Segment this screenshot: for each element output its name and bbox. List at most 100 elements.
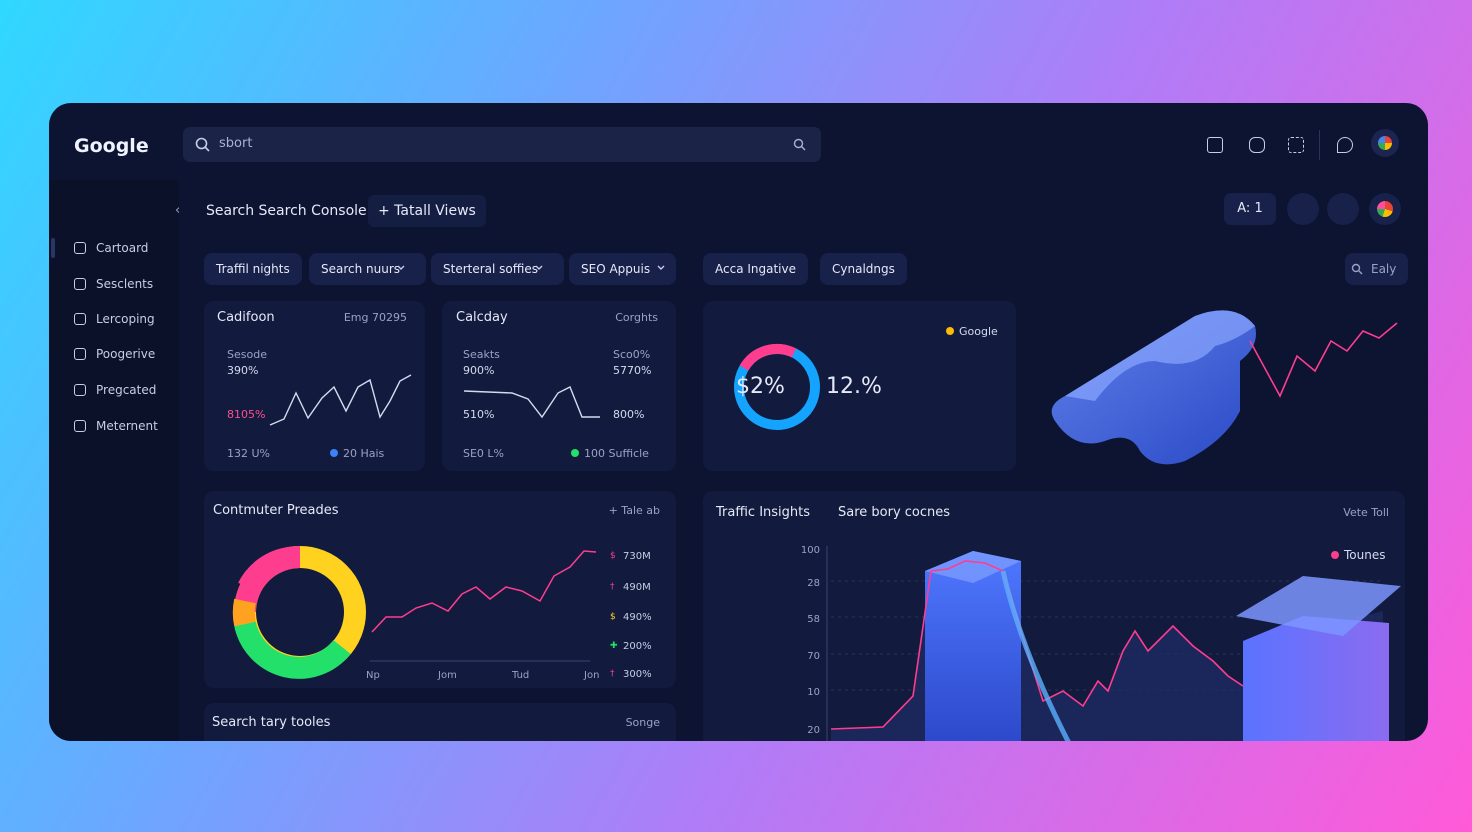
card: Search tary tooles Songe [204,703,676,741]
stat-label: 132 U% [227,447,270,460]
big-stat: $2% [736,374,785,399]
card: Traffic Insights Sare bory cocnes Vete T… [703,491,1405,741]
card-action[interactable]: Vete Toll [1343,506,1389,519]
card-title: Calcday [456,310,508,325]
filter-chip[interactable]: Search nuurs [309,253,427,285]
sidebar [49,180,179,741]
stat-label: Seakts [463,348,500,361]
search-box[interactable]: sbort [183,127,821,162]
stat-value: 900% [463,364,495,377]
search-icon-right[interactable] [793,138,807,152]
divider [1319,130,1320,160]
hero-graphic [1051,310,1398,465]
filter-chip[interactable]: Sterteral soffies [431,253,564,285]
card-action[interactable]: Songe [625,716,660,729]
app-window: Google sbort Cartoard Sesclents Lercoping P… [49,103,1428,741]
sidebar-item[interactable]: Poogerive [96,347,156,361]
y-label: 20 [807,725,820,736]
legend: Google [946,324,998,340]
legend-text: 200% [623,641,652,652]
stat-label: SE0 L% [463,447,505,460]
filter-chip[interactable]: Acca Ingative [703,253,808,285]
legend-text: 490% [623,612,652,623]
stat-value: 510% [463,408,495,421]
sidebar-icon [74,313,86,325]
sparkline [463,386,600,419]
big-stat: 12.% [826,374,882,399]
sidebar-icon [74,384,86,396]
sidebar-icon [74,348,86,360]
sidebar-item[interactable]: Meternent [96,419,158,433]
y-label: 58 [807,614,820,625]
sidebar-item[interactable]: Sesclents [96,277,154,291]
toolbar-avatar[interactable] [1369,193,1401,225]
chevrons [397,263,1363,275]
header-icon[interactable] [1249,137,1265,153]
card-title: Search tary tooles [212,715,331,730]
sidebar-icon [74,278,86,290]
card-title: Traffic Insights [716,505,811,520]
x-label: Tud [512,670,530,681]
active-indicator [51,238,55,258]
stat-value: 800% [613,408,645,421]
stat-label: Sco0% [613,348,651,361]
header-icon[interactable] [1207,137,1223,153]
page-title: Search Search Console [206,203,367,219]
legend-text: 300% [623,669,652,680]
sidebar-item[interactable]: Pregcated [96,383,157,397]
y-label: 100 [800,545,820,556]
svg-text:†: † [610,582,615,592]
avatar[interactable] [1371,129,1399,157]
card-title: Contmuter Preades [213,503,339,518]
svg-text:$: $ [610,551,616,561]
sparkline [269,374,412,426]
filter-chip[interactable]: Ealy [1345,253,1409,285]
badge-button[interactable]: A: 1 [1224,193,1276,225]
filter-chip[interactable]: Cynaldngs [820,253,907,285]
card-subtitle: Sare bory cocnes [838,505,951,520]
svg-text:✚: ✚ [610,641,618,651]
search-placeholder: sbort [219,136,253,151]
views-button[interactable]: + Tatall Views [368,195,486,227]
sidebar-icon [74,420,86,432]
stat-value: 8105% [227,408,266,421]
card-action[interactable]: + Tale ab [608,504,660,517]
filter-chip[interactable]: SEO Appuis [569,253,677,285]
header-icon[interactable] [1288,137,1304,153]
toolbar-icon[interactable] [1287,193,1319,225]
card-title: Cadifoon [217,310,275,325]
card: $2% 12.% Google [703,301,1016,471]
charts: $ † $ ✚ † [232,546,618,679]
card-meta: Emg 70295 [343,311,407,324]
card: Cadifoon Emg 70295 Sesode 390% 8105% 132… [204,301,425,471]
toolbar-icon[interactable] [1327,193,1359,225]
y-label: 70 [807,651,820,662]
legend-text: 490M [623,582,651,593]
x-label: Np [366,670,380,681]
donut [734,343,820,430]
stat-label: Sesode [227,348,267,361]
svg-text:$: $ [610,612,616,622]
legend: 100 Sufficle [571,446,649,462]
legend-text: 730M [623,551,651,562]
legend: 20 Hais [330,446,384,462]
legend-text: 20 Hais [343,447,385,460]
header-icon[interactable] [1337,137,1353,153]
insights-chart [826,546,1401,741]
card-meta: Corghts [615,311,658,324]
legend-text: 100 Sufficle [584,447,649,460]
filter-chip[interactable]: Traffil nights [204,253,302,285]
search-icon [195,137,210,152]
logo[interactable]: Google [74,135,149,157]
sidebar-item[interactable]: Lercoping [96,312,155,326]
sidebar-icon [74,242,86,254]
legend-text: Google [959,325,998,338]
card: Contmuter Preades + Tale ab $ † $ ✚ † Np Jom T… [204,491,676,688]
collapse-chevron[interactable]: ‹ [175,203,181,218]
x-label: Jon [584,670,600,681]
stat-value: 5770% [613,364,652,377]
card: Calcday Corghts Seakts 900% 510% SE0 L% … [442,301,676,471]
sidebar-item[interactable]: Cartoard [96,241,149,255]
